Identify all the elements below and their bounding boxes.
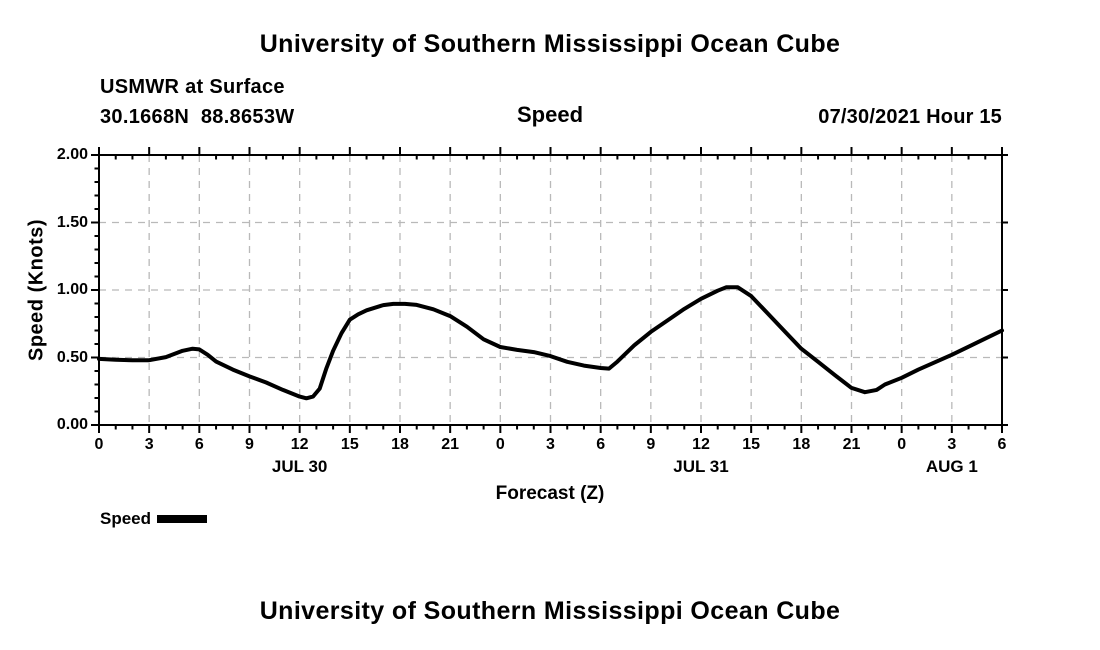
x-tick-label: 21 [441, 436, 460, 453]
y-tick-label: 2.00 [56, 146, 88, 163]
plot-frame [98, 154, 1003, 426]
legend-label: Speed [100, 509, 152, 528]
chart-title: Speed [516, 102, 584, 127]
day-label: AUG 1 [925, 457, 978, 476]
datetime-label: 07/30/2021 Hour 15 [818, 106, 1002, 128]
x-tick-label: 21 [842, 436, 861, 453]
x-tick-label: 9 [646, 436, 656, 453]
legend: Speed [100, 509, 208, 529]
x-tick-label: 0 [897, 436, 907, 453]
y-tick-label: 1.00 [56, 281, 88, 298]
x-tick-label: 6 [194, 436, 204, 453]
x-tick-label: 3 [546, 436, 555, 453]
x-tick-label: 12 [290, 436, 309, 453]
coordinates-label: 30.1668N 88.8653W [100, 106, 295, 128]
x-tick-label: 18 [391, 436, 409, 453]
footer-title: University of Southern Mississippi Ocean… [259, 597, 841, 625]
x-tick-label: 0 [94, 436, 104, 453]
day-label: JUL 31 [673, 457, 729, 476]
y-tick-label: 1.50 [56, 213, 88, 231]
x-tick-label: 0 [495, 436, 505, 453]
x-tick-label: 3 [947, 436, 957, 453]
x-tick-label: 9 [245, 436, 254, 453]
x-tick-label: 12 [692, 436, 710, 453]
y-tick-label: 0.50 [56, 348, 88, 366]
day-label: JUL 30 [271, 457, 328, 476]
y-tick-label: 0.00 [56, 416, 88, 433]
x-tick-label: 18 [792, 436, 811, 453]
x-tick-label: 3 [144, 436, 154, 453]
station-label: USMWR at Surface [100, 76, 285, 98]
page-title: University of Southern Mississippi Ocean… [259, 30, 841, 58]
x-tick-label: 15 [742, 436, 761, 453]
x-tick-label: 6 [997, 436, 1007, 453]
x-tick-label: 15 [340, 436, 359, 453]
x-tick-label: 6 [596, 436, 606, 453]
speed-curve [97, 285, 1004, 401]
legend-line-swatch [157, 515, 208, 523]
x-axis-title: Forecast (Z) [495, 483, 605, 504]
